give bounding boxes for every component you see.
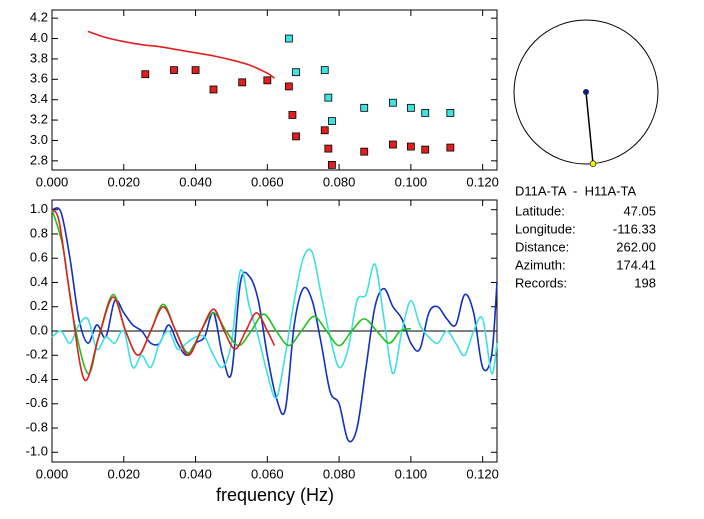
y-tick-label: 3.8 [30,50,48,65]
y-tick-label: 4.0 [30,30,48,45]
plot-frame [51,9,498,171]
y-tick-label: 0.8 [30,225,48,240]
y-tick-label: 1.0 [30,201,48,216]
series-line [51,209,276,382]
data-point [446,109,455,117]
data-point [141,70,150,79]
x-axis-label: frequency (Hz) [216,485,334,505]
x-tick-label: 0.060 [251,174,284,189]
y-tick-label: 0.4 [30,274,48,289]
series-line [51,209,412,375]
data-point [292,132,300,141]
y-tick-label: 4.2 [30,10,48,25]
y-tick-label: 0.2 [30,298,48,313]
info-value: 262.00 [616,239,656,254]
info-label: Longitude: [515,221,576,236]
x-tick-label: 0.020 [108,466,141,481]
data-point [446,143,455,152]
y-tick-label: 3.2 [30,112,48,127]
y-tick-label: 0.6 [30,250,48,265]
data-point [421,145,430,154]
data-point [406,142,415,151]
data-point [389,140,397,149]
info-label: Azimuth: [515,257,566,272]
source-station [583,89,589,95]
info-label: Latitude: [515,203,565,218]
y-tick-label: 2.8 [30,152,48,167]
x-tick-label: 0.040 [179,174,212,189]
y-tick-label: -0.6 [26,395,48,410]
info-value: 174.41 [616,257,656,272]
info-label: Records: [515,275,567,290]
y-tick-label: 0.0 [30,322,48,337]
info-value: -116.33 [613,221,656,236]
data-point [191,66,200,75]
azimuth-line [585,91,594,164]
info-label: Distance: [515,239,569,254]
x-tick-label: 0.080 [323,174,356,189]
series-line [51,248,498,399]
x-tick-label: 0.080 [323,466,356,481]
x-tick-label: 0.040 [179,466,212,481]
x-tick-label: 0.000 [36,174,69,189]
data-point [284,82,293,91]
station-pair: D11A-TA - H11A-TA [515,183,636,198]
data-point [328,117,336,125]
x-tick-label: 0.060 [251,466,284,481]
data-point [360,103,369,112]
series-line [87,30,275,79]
y-tick-label: -0.2 [26,347,48,362]
data-point [170,66,178,75]
data-point [288,111,297,119]
y-tick-label: 3.4 [30,91,48,106]
series-line [51,207,498,443]
y-tick-label: -0.4 [26,371,48,386]
data-point [263,76,272,85]
y-tick-label: -1.0 [26,444,48,459]
data-point [360,147,369,156]
data-point [209,85,218,94]
data-point [238,78,247,87]
x-tick-label: 0.020 [108,174,141,189]
info-value: 47.05 [623,203,656,218]
azimuth-circle [513,19,659,165]
data-point [389,98,397,107]
receiver-station [589,160,597,167]
x-tick-label: 0.120 [466,466,499,481]
x-tick-label: 0.100 [395,174,428,189]
data-point [320,126,329,135]
data-point [406,103,415,112]
data-point [320,66,329,75]
x-tick-label: 0.120 [466,174,499,189]
data-point [324,144,333,153]
data-point [324,93,333,102]
data-point [292,68,300,77]
y-tick-label: -0.8 [26,419,48,434]
data-point [421,109,430,117]
info-value: 198 [634,275,656,290]
x-tick-label: 0.000 [36,466,69,481]
y-tick-label: 3.6 [30,71,48,86]
x-tick-label: 0.100 [395,466,428,481]
data-point [328,161,336,169]
data-point [284,34,293,43]
y-tick-label: 3.0 [30,132,48,147]
